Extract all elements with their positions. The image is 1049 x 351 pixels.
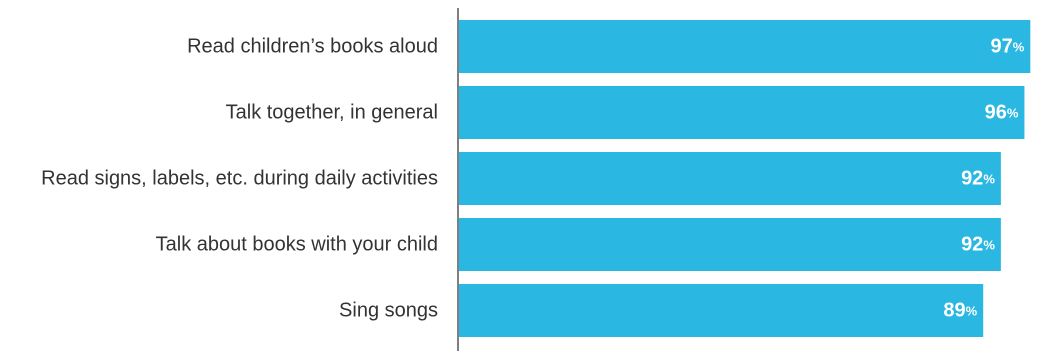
value-label-1: 97% [991,36,1025,58]
category-labels-group: Read children’s books aloud Talk together… [41,36,438,322]
value-label-5: 89% [943,300,977,322]
bar-5 [459,284,984,337]
value-labels-group: 97% 96% 92% 92% 89% [943,36,1024,322]
category-label-2: Talk together, in general [226,102,438,124]
category-label-5: Sing songs [339,300,438,322]
value-label-3: 92% [961,168,995,190]
value-label-4: 92% [961,234,995,256]
bar-3 [459,152,1001,205]
category-label-1: Read children’s books aloud [187,36,438,58]
bars-group [459,20,1031,337]
category-label-3: Read signs, labels, etc. during daily ac… [41,168,438,190]
bar-2 [459,86,1025,139]
bar-4 [459,218,1001,271]
bar-1 [459,20,1031,73]
value-label-2: 96% [985,102,1019,124]
category-label-4: Talk about books with your child [156,234,438,256]
